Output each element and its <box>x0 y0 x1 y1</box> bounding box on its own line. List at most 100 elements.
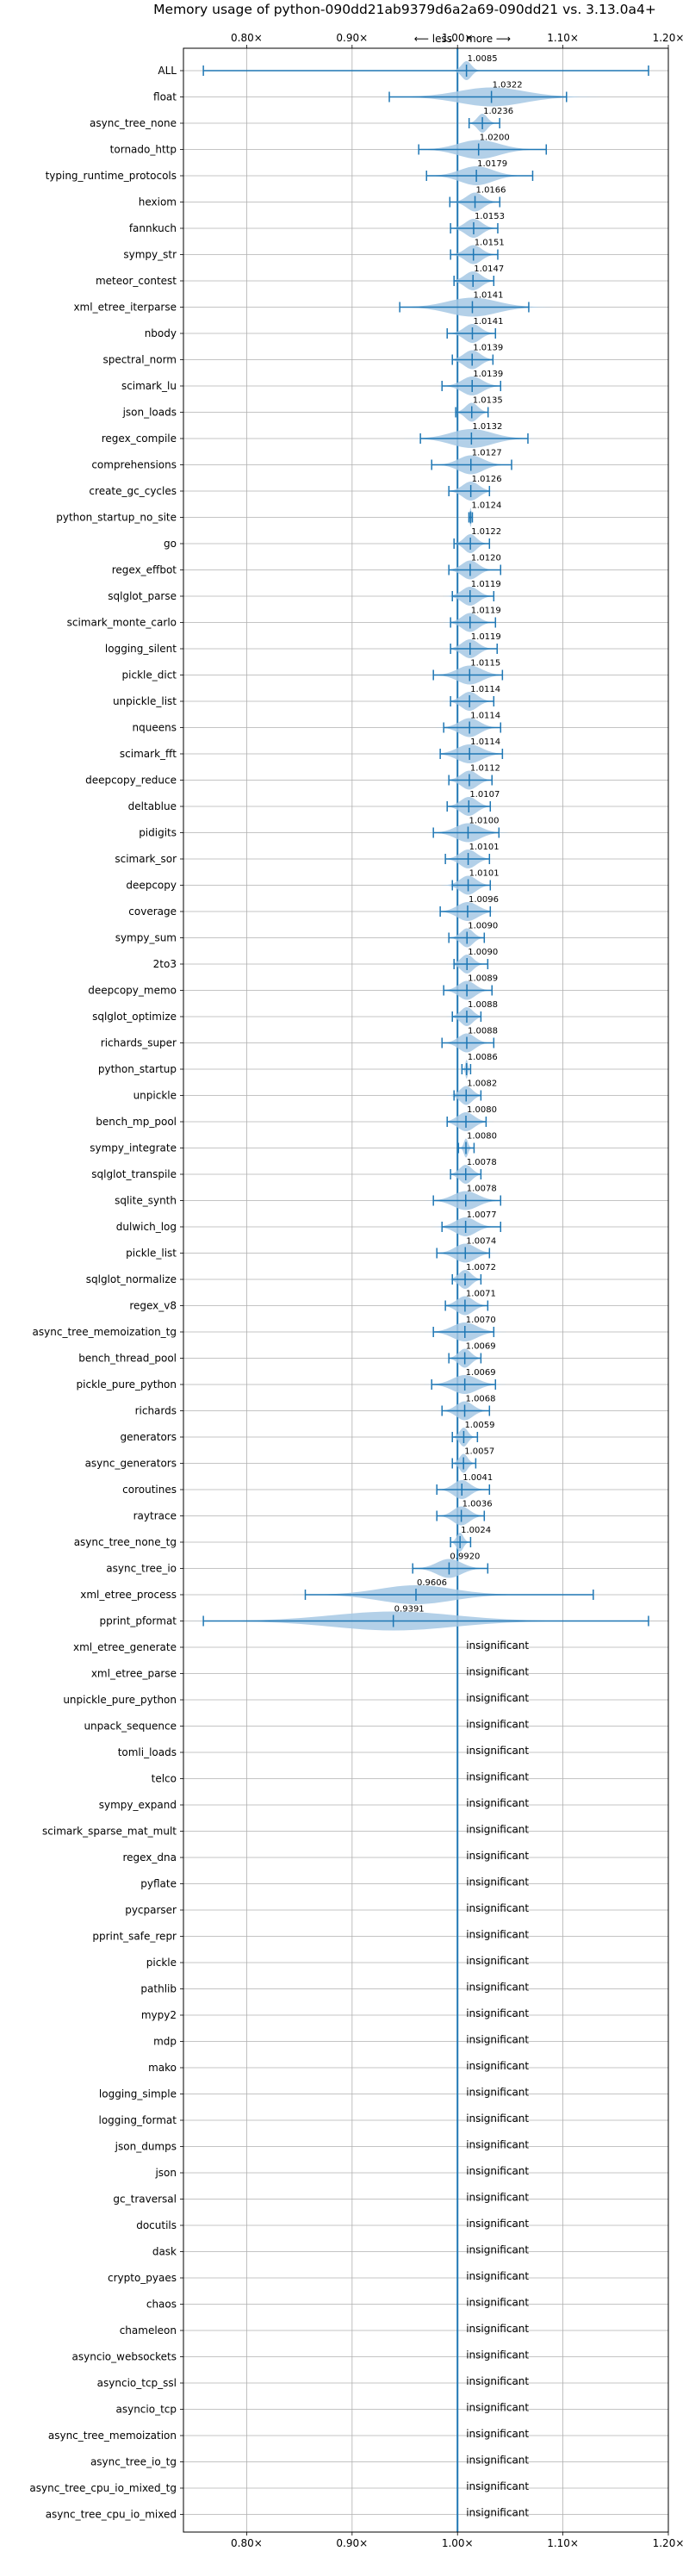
y-tick-label: meteor_contest <box>96 275 177 287</box>
violin-row: 1.0132 <box>402 422 540 448</box>
violin-value-label: 1.0139 <box>473 344 503 353</box>
violin-row: 1.0085 <box>202 54 649 80</box>
violin-value-label: 1.0115 <box>470 659 500 669</box>
y-tick-label: fannkuch <box>129 222 177 234</box>
y-tick-label: telco <box>152 1773 177 1785</box>
y-tick-label: ALL <box>158 65 177 77</box>
violin-value-label: 1.0114 <box>470 737 500 747</box>
y-tick-label: xml_etree_generate <box>73 1641 177 1653</box>
y-tick-label: python_startup_no_site <box>56 512 177 524</box>
violin-row: 1.0114 <box>428 737 511 763</box>
y-tick-label: sympy_expand <box>99 1799 177 1811</box>
violin-value-label: 1.0089 <box>468 974 498 984</box>
violin-value-label: 1.0041 <box>462 1473 493 1483</box>
violin-row: 1.0151 <box>445 239 505 264</box>
violin-value-label: 1.0322 <box>493 81 523 90</box>
insignificant-label: insignificant <box>466 2112 529 2125</box>
y-tick-label: bench_mp_pool <box>96 1116 177 1128</box>
violin-value-label: 1.0071 <box>466 1290 496 1299</box>
insignificant-label: insignificant <box>466 2297 529 2309</box>
chart-title: Memory usage of python-090dd21ab9379d6a2… <box>153 2 656 17</box>
y-tick-label: asyncio_tcp_ssl <box>97 2377 177 2389</box>
violin-row: 1.0135 <box>450 396 503 422</box>
violin-row: 1.0101 <box>440 869 500 895</box>
y-tick-label: mypy2 <box>141 2009 177 2021</box>
violin-value-label: 1.0088 <box>468 1000 498 1010</box>
y-tick-label: deepcopy_reduce <box>85 775 177 787</box>
y-tick-label: scimark_sparse_mat_mult <box>42 1826 177 1838</box>
violin-value-label: 1.0070 <box>466 1316 496 1325</box>
insignificant-label: insignificant <box>466 1719 529 1731</box>
y-tick-label: pprint_pformat <box>100 1615 177 1627</box>
violin-value-label: 1.0139 <box>473 370 503 379</box>
violin-row: 1.0114 <box>442 685 500 711</box>
violin-value-label: 1.0085 <box>468 54 498 64</box>
violin-row: 1.0119 <box>442 607 501 632</box>
y-tick-label: tomli_loads <box>118 1746 177 1758</box>
violin-value-label: 1.0114 <box>470 685 500 694</box>
violin-row: 1.0112 <box>442 764 500 790</box>
violin-value-label: 1.0166 <box>476 186 506 196</box>
violin-value-label: 1.0124 <box>471 501 501 511</box>
insignificant-label: insignificant <box>466 2402 529 2414</box>
violin-value-label: 1.0074 <box>466 1237 496 1247</box>
violin-value-label: 1.0080 <box>467 1132 497 1142</box>
violin-row: 1.0074 <box>431 1237 500 1263</box>
insignificant-label: insignificant <box>466 2375 529 2387</box>
violin-value-label: 1.0024 <box>461 1526 491 1535</box>
y-tick-label: scimark_monte_carlo <box>67 617 177 629</box>
insignificant-label: insignificant <box>466 2270 529 2282</box>
violin-row: 1.0070 <box>424 1316 506 1341</box>
y-tick-label: deepcopy <box>126 880 177 892</box>
y-tick-label: async_tree_memoization <box>48 2430 177 2442</box>
x-tick-label-bottom: 0.80× <box>231 2537 263 2549</box>
violin-row: 1.0068 <box>437 1395 496 1421</box>
y-tick-label: richards_super <box>101 1037 177 1049</box>
violin-row: 1.0141 <box>444 317 503 343</box>
x-tick-label-bottom: 1.00× <box>442 2537 474 2549</box>
y-tick-label: async_tree_io <box>106 1563 177 1575</box>
violin-row: 1.0077 <box>431 1210 502 1236</box>
insignificant-label: insignificant <box>466 1850 529 1862</box>
insignificant-label: insignificant <box>466 1692 529 1704</box>
violin-value-label: 1.0059 <box>464 1421 494 1430</box>
violin-value-label: 0.9391 <box>394 1605 425 1615</box>
y-tick-label: spectral_norm <box>102 354 177 366</box>
violin-row: 1.0090 <box>446 922 498 948</box>
violin-row: 1.0072 <box>444 1263 496 1289</box>
violin-row: 1.0089 <box>439 974 498 1000</box>
y-tick-label: pprint_safe_repr <box>92 1931 177 1943</box>
y-tick-label: pickle <box>146 1957 177 1969</box>
y-tick-label: raytrace <box>133 1510 177 1522</box>
violin-row: 1.0141 <box>390 291 555 317</box>
y-tick-label: regex_dna <box>122 1851 177 1864</box>
violin-value-label: 1.0135 <box>473 396 503 406</box>
violin-value-label: 1.0082 <box>467 1080 497 1089</box>
y-tick-label: async_tree_cpu_io_mixed <box>46 2509 177 2521</box>
y-tick-label: sqlite_synth <box>115 1195 177 1207</box>
insignificant-label: insignificant <box>466 1824 529 1836</box>
insignificant-label: insignificant <box>466 1982 529 1994</box>
y-tick-label: scimark_lu <box>121 380 177 392</box>
insignificant-label: insignificant <box>466 2455 529 2467</box>
y-tick-label: async_tree_io_tg <box>90 2456 177 2468</box>
violin-value-label: 1.0100 <box>469 817 499 826</box>
y-tick-label: python_startup <box>98 1063 177 1075</box>
y-tick-label: sqlglot_optimize <box>92 1011 177 1023</box>
violin-value-label: 1.0153 <box>475 212 505 221</box>
y-tick-label: dask <box>152 2246 177 2258</box>
y-tick-label: deepcopy_memo <box>88 985 177 997</box>
violin-value-label: 0.9606 <box>417 1578 447 1588</box>
violin-row: 1.0147 <box>445 264 504 290</box>
violin-row: 1.0036 <box>433 1500 493 1526</box>
violin-row: 1.0107 <box>441 790 500 816</box>
violin-row: 1.0078 <box>444 1158 497 1184</box>
y-tick-label: async_tree_none <box>90 117 177 129</box>
violin-row: 1.0179 <box>421 159 534 185</box>
y-tick-label: go <box>164 538 177 550</box>
x-tick-label-bottom: 1.10× <box>547 2537 579 2549</box>
y-tick-label: asyncio_websockets <box>72 2351 177 2363</box>
insignificant-label: insignificant <box>466 1902 529 1914</box>
violin-value-label: 1.0057 <box>464 1447 494 1457</box>
insignificant-label: insignificant <box>466 2244 529 2256</box>
